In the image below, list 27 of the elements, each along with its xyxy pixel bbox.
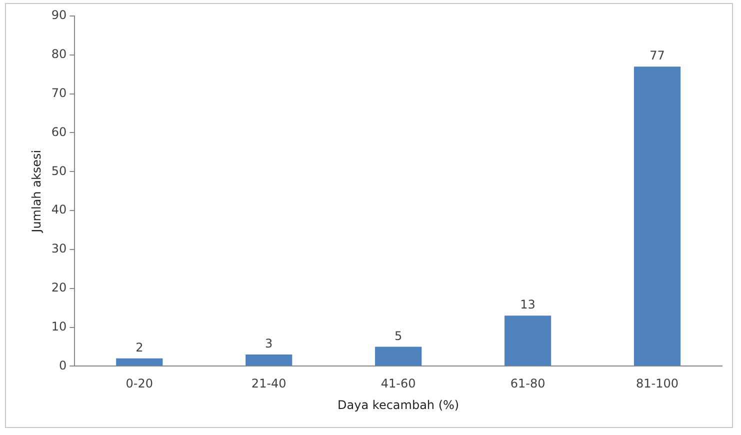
- x-tick-label: 0-20: [126, 376, 154, 391]
- data-label: 13: [520, 298, 536, 312]
- y-tick-label: 20: [51, 280, 67, 295]
- y-tick-label: 90: [51, 8, 67, 22]
- bar: [246, 354, 292, 366]
- y-axis-title: Jumlah aksesi: [29, 150, 44, 234]
- data-label: 2: [136, 340, 144, 355]
- y-tick-label: 80: [51, 47, 67, 62]
- y-tick-label: 10: [51, 319, 67, 334]
- y-tick-label: 30: [51, 242, 67, 256]
- bar: [116, 358, 163, 366]
- bar: [504, 316, 552, 366]
- x-tick-label: 21-40: [251, 376, 286, 391]
- y-tick-label: 70: [51, 86, 67, 100]
- bar: [634, 66, 681, 366]
- y-tick-label: 60: [51, 124, 67, 139]
- data-label: 77: [650, 48, 665, 63]
- x-tick-label: 81-100: [636, 376, 679, 391]
- x-tick-label: 61-80: [510, 376, 546, 391]
- y-tick-label: 40: [51, 202, 67, 217]
- x-tick-label: 41-60: [380, 376, 416, 391]
- data-label: 5: [394, 328, 402, 343]
- y-tick-label: 50: [51, 164, 67, 178]
- bar: [375, 346, 422, 366]
- x-axis-title: Daya kecambah (%): [338, 398, 460, 412]
- data-label: 3: [265, 336, 273, 351]
- y-tick-label: 0: [59, 358, 67, 372]
